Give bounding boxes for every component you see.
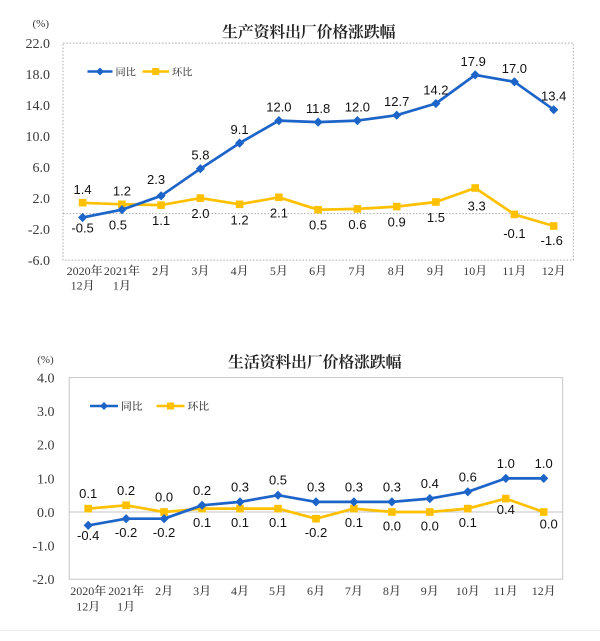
svg-text:2: 2 [155,584,161,598]
svg-text:2.0: 2.0 [191,206,209,221]
svg-text:0.1: 0.1 [459,515,477,530]
svg-text:10: 10 [463,264,475,278]
svg-text:0.0: 0.0 [383,519,401,534]
svg-text:7: 7 [345,584,351,598]
svg-text:2020: 2020 [67,264,91,278]
svg-text:2.0: 2.0 [33,192,51,207]
svg-text:10.0: 10.0 [26,130,51,145]
svg-text:12: 12 [71,279,83,293]
svg-text:0.2: 0.2 [117,483,135,498]
svg-text:12.0: 12.0 [345,100,370,115]
svg-text:6: 6 [309,264,315,278]
svg-text:12: 12 [532,584,544,598]
svg-text:-1.0: -1.0 [32,540,54,555]
svg-text:0.3: 0.3 [231,479,249,494]
svg-text:6.0: 6.0 [33,161,51,176]
svg-text:5: 5 [269,584,275,598]
svg-text:3.3: 3.3 [468,199,486,214]
svg-text:12.0: 12.0 [266,100,291,115]
svg-text:3.0: 3.0 [37,405,55,420]
svg-text:-0.2: -0.2 [115,525,137,540]
svg-text:13.4: 13.4 [541,89,566,104]
svg-text:12.7: 12.7 [384,94,409,109]
svg-text:0.0: 0.0 [421,519,439,534]
svg-text:-1.6: -1.6 [540,233,562,248]
svg-text:1.5: 1.5 [427,210,445,225]
svg-text:0.1: 0.1 [345,515,363,530]
svg-text:1.2: 1.2 [113,183,131,198]
svg-text:-0.2: -0.2 [153,525,175,540]
svg-text:11: 11 [494,584,506,598]
svg-text:0.5: 0.5 [269,473,287,488]
svg-text:-0.5: -0.5 [71,221,93,236]
svg-text:1.4: 1.4 [74,182,92,197]
svg-text:0.4: 0.4 [497,502,515,517]
svg-text:4: 4 [231,584,237,598]
svg-text:0.1: 0.1 [79,486,97,501]
svg-text:2.3: 2.3 [147,172,165,187]
svg-text:7: 7 [348,264,354,278]
svg-text:6: 6 [307,584,313,598]
svg-text:14.0: 14.0 [26,99,51,114]
svg-text:0.3: 0.3 [307,479,325,494]
svg-text:0.1: 0.1 [269,515,287,530]
svg-text:1.1: 1.1 [152,213,170,228]
svg-text:0.4: 0.4 [421,476,439,491]
svg-text:2: 2 [152,264,158,278]
svg-text:5.8: 5.8 [191,148,209,163]
svg-text:8: 8 [383,584,389,598]
svg-text:9: 9 [427,264,433,278]
svg-text:4.0: 4.0 [37,372,55,387]
svg-text:0.0: 0.0 [37,506,55,521]
svg-text:22.0: 22.0 [26,37,51,52]
svg-text:2.0: 2.0 [37,439,55,454]
svg-text:0.3: 0.3 [383,479,401,494]
svg-text:1.0: 1.0 [37,472,55,487]
svg-text:3: 3 [191,264,197,278]
svg-text:0.1: 0.1 [193,515,211,530]
svg-text:(%): (%) [37,354,54,366]
svg-text:2020: 2020 [70,584,94,598]
svg-text:-2.0: -2.0 [32,573,54,588]
svg-text:-6.0: -6.0 [28,254,50,269]
svg-text:2021: 2021 [108,584,132,598]
svg-text:11.8: 11.8 [306,101,330,116]
svg-text:11: 11 [502,264,514,278]
svg-text:0.0: 0.0 [540,517,558,532]
svg-text:2.1: 2.1 [270,205,288,220]
svg-text:2021: 2021 [104,264,128,278]
svg-text:18.0: 18.0 [26,68,51,83]
svg-text:0.2: 0.2 [193,483,211,498]
svg-text:4: 4 [231,264,237,278]
svg-text:17.9: 17.9 [461,54,486,69]
svg-text:1: 1 [113,279,119,293]
svg-text:0.6: 0.6 [348,217,366,232]
svg-text:1: 1 [117,600,123,614]
svg-text:14.2: 14.2 [423,83,448,98]
svg-text:0.6: 0.6 [459,469,477,484]
svg-text:(%): (%) [33,18,50,30]
svg-text:8: 8 [388,264,394,278]
svg-text:0.5: 0.5 [309,218,327,233]
svg-text:12: 12 [76,600,88,614]
svg-text:0.9: 0.9 [388,215,406,230]
svg-text:5: 5 [270,264,276,278]
svg-text:0.0: 0.0 [155,490,173,505]
svg-text:9.1: 9.1 [231,122,249,137]
svg-text:1.0: 1.0 [535,456,553,471]
svg-text:1.0: 1.0 [497,456,515,471]
svg-text:12: 12 [542,264,554,278]
svg-text:0.1: 0.1 [231,515,249,530]
svg-text:17.0: 17.0 [502,61,527,76]
svg-text:-2.0: -2.0 [28,223,50,238]
svg-text:-0.2: -0.2 [305,525,327,540]
svg-text:10: 10 [456,584,468,598]
svg-text:9: 9 [421,584,427,598]
svg-text:-0.1: -0.1 [503,226,525,241]
svg-text:-0.4: -0.4 [77,528,99,543]
svg-text:1.2: 1.2 [231,212,249,227]
svg-text:3: 3 [193,584,199,598]
svg-text:0.3: 0.3 [345,479,363,494]
svg-text:0.5: 0.5 [109,218,127,233]
